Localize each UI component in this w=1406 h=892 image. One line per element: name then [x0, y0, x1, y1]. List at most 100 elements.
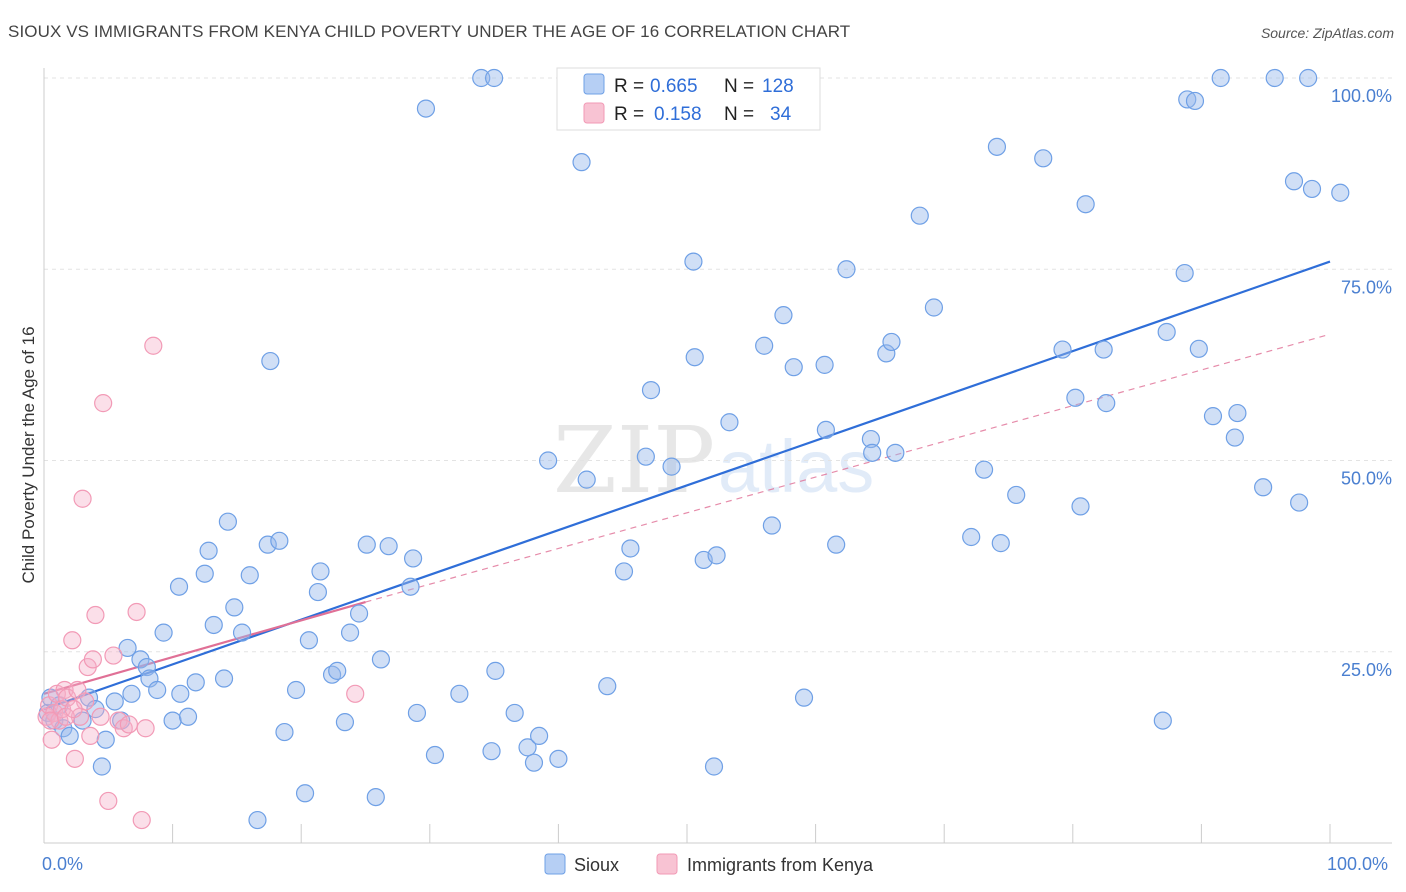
- sioux-point-125: [1302, 179, 1322, 199]
- kenya-point-13: [73, 489, 92, 508]
- sioux-point-13: [118, 638, 137, 658]
- sioux-point-16: [137, 657, 156, 677]
- sioux-point-87: [794, 688, 814, 707]
- sioux-point-103: [1007, 485, 1026, 505]
- sioux-point-14: [122, 684, 141, 703]
- sioux-point-93: [863, 443, 882, 462]
- sioux-point-28: [214, 669, 234, 688]
- kenya-point-25: [119, 715, 138, 734]
- legend-n-value-kenya: 34: [770, 104, 792, 125]
- watermark-zip: ZIP: [553, 407, 715, 514]
- sioux-point-101: [987, 137, 1007, 156]
- sioux-point-102: [991, 534, 1010, 553]
- sioux-point-29: [218, 512, 237, 531]
- kenya-point-28: [136, 719, 155, 738]
- sioux-point-58: [472, 68, 491, 88]
- sioux-point-91: [837, 260, 856, 279]
- sioux-point-39: [295, 784, 315, 803]
- legend-swatch-kenya: [583, 102, 605, 124]
- y-tick-label-75: 75.0%: [1341, 277, 1392, 297]
- kenya-point-30: [346, 684, 365, 703]
- sioux-point-53: [403, 549, 423, 568]
- sioux-point-27: [204, 615, 223, 635]
- sioux-point-30: [225, 598, 244, 617]
- sioux-point-77: [684, 252, 703, 271]
- kenya-point-31: [41, 711, 60, 730]
- sioux-point-44: [328, 661, 347, 680]
- sioux-point-63: [518, 738, 537, 757]
- sioux-point-110: [1097, 394, 1116, 413]
- kenya-point-17: [83, 650, 102, 669]
- y-axis-label: Child Poverty Under the Age of 16: [19, 326, 38, 583]
- sioux-point-83: [755, 336, 774, 355]
- sioux-point-100: [974, 460, 994, 479]
- sioux-point-116: [1203, 407, 1223, 426]
- sioux-point-5: [60, 726, 79, 746]
- sioux-point-115: [1189, 339, 1208, 358]
- sioux-point-62: [505, 703, 524, 723]
- sioux-point-50: [371, 650, 391, 669]
- sioux-point-46: [340, 623, 360, 642]
- trend-line-kenya: [43, 600, 366, 695]
- kenya-points: [37, 336, 365, 830]
- sioux-point-65: [530, 726, 549, 746]
- sioux-point-48: [357, 535, 376, 554]
- sioux-point-61: [482, 742, 501, 761]
- sioux-point-22: [171, 684, 190, 703]
- sioux-point-126: [1331, 183, 1350, 202]
- sioux-point-36: [270, 531, 289, 550]
- sioux-point-31: [232, 623, 252, 642]
- sioux-point-123: [1290, 493, 1309, 512]
- trend-line-kenya-extension: [365, 333, 1331, 603]
- chart-title: SIOUX VS IMMIGRANTS FROM KENYA CHILD POV…: [8, 22, 851, 41]
- x-tick-label-min: 0.0%: [42, 854, 83, 874]
- sioux-point-10: [96, 730, 115, 749]
- sioux-point-54: [407, 703, 427, 723]
- sioux-point-52: [401, 577, 420, 596]
- kenya-point-20: [94, 394, 113, 413]
- trend-lines: [43, 260, 1331, 711]
- kenya-point-21: [99, 791, 118, 811]
- sioux-point-112: [1175, 263, 1194, 283]
- sioux-point-94: [877, 344, 896, 363]
- sioux-point-42: [311, 562, 330, 581]
- sioux-point-66: [539, 451, 558, 470]
- kenya-point-32: [56, 707, 75, 726]
- sioux-point-98: [924, 298, 944, 317]
- sioux-point-109: [1094, 340, 1113, 359]
- sioux-point-60: [486, 661, 505, 680]
- legend-n-value-sioux: 128: [762, 76, 794, 97]
- sioux-point-127: [1153, 711, 1172, 730]
- sioux-point-74: [636, 447, 655, 466]
- sioux-point-73: [621, 539, 640, 558]
- sioux-point-20: [163, 711, 182, 730]
- kenya-point-16: [81, 726, 100, 746]
- sioux-point-49: [366, 787, 385, 807]
- sioux-point-51: [379, 537, 398, 556]
- sioux-point-59: [485, 68, 504, 88]
- legend-n-label-sioux: N =: [724, 76, 754, 97]
- sioux-point-124: [1299, 68, 1318, 88]
- sioux-point-75: [641, 381, 661, 400]
- sioux-point-67: [549, 749, 568, 768]
- sioux-point-57: [450, 684, 469, 703]
- sioux-point-41: [308, 582, 328, 602]
- sioux-point-34: [258, 535, 277, 554]
- x-tick-labels: 0.0% 100.0%: [42, 854, 1388, 874]
- grid: [44, 77, 1392, 653]
- kenya-point-8: [58, 688, 77, 707]
- sioux-point-88: [815, 355, 834, 374]
- sioux-point-107: [1071, 497, 1090, 516]
- sioux-point-97: [910, 206, 929, 225]
- sioux-point-64: [524, 753, 544, 772]
- sioux-point-9: [92, 757, 111, 776]
- kenya-point-19: [91, 707, 110, 726]
- sioux-point-71: [598, 677, 617, 696]
- sioux-point-76: [662, 457, 681, 476]
- bottom-legend-kenya: Immigrants from Kenya: [687, 855, 874, 875]
- sioux-point-80: [707, 546, 726, 565]
- legend-n-label-kenya: N =: [724, 104, 754, 125]
- sioux-point-25: [195, 564, 214, 583]
- sioux-point-108: [1076, 195, 1095, 214]
